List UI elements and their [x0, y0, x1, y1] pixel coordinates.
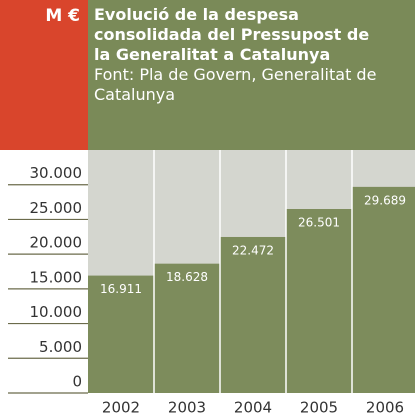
x-tick-label: 2006	[366, 399, 404, 416]
bar	[88, 275, 155, 393]
x-tick-label: 2004	[234, 399, 272, 416]
x-tick-label: 2003	[168, 399, 206, 416]
value-label: 26.501	[298, 216, 340, 230]
chart-title: Evolució de la despesa consolidada del P…	[94, 5, 370, 64]
bar	[352, 186, 415, 393]
y-axis-label: M €	[0, 0, 88, 150]
y-tick-label: 20.000	[30, 234, 83, 252]
y-tick-label: 0	[72, 373, 82, 391]
value-label: 16.911	[100, 282, 142, 296]
y-tick-label: 25.000	[30, 199, 83, 217]
value-label: 22.472	[232, 243, 274, 257]
value-label: 29.689	[364, 193, 406, 207]
header: Evolució de la despesa consolidada del P…	[88, 0, 415, 150]
y-tick-label: 15.000	[30, 268, 83, 286]
bar	[286, 209, 353, 393]
y-tick-label: 5.000	[39, 338, 82, 356]
x-tick-label: 2005	[300, 399, 338, 416]
y-tick-label: 30.000	[30, 164, 83, 182]
x-tick-label: 2002	[102, 399, 140, 416]
bar	[154, 263, 221, 393]
chart-subtitle: Font: Pla de Govern, Generalitat de Cata…	[94, 65, 377, 104]
bar	[220, 236, 287, 393]
value-label: 18.628	[166, 270, 208, 284]
y-tick-label: 10.000	[30, 303, 83, 321]
